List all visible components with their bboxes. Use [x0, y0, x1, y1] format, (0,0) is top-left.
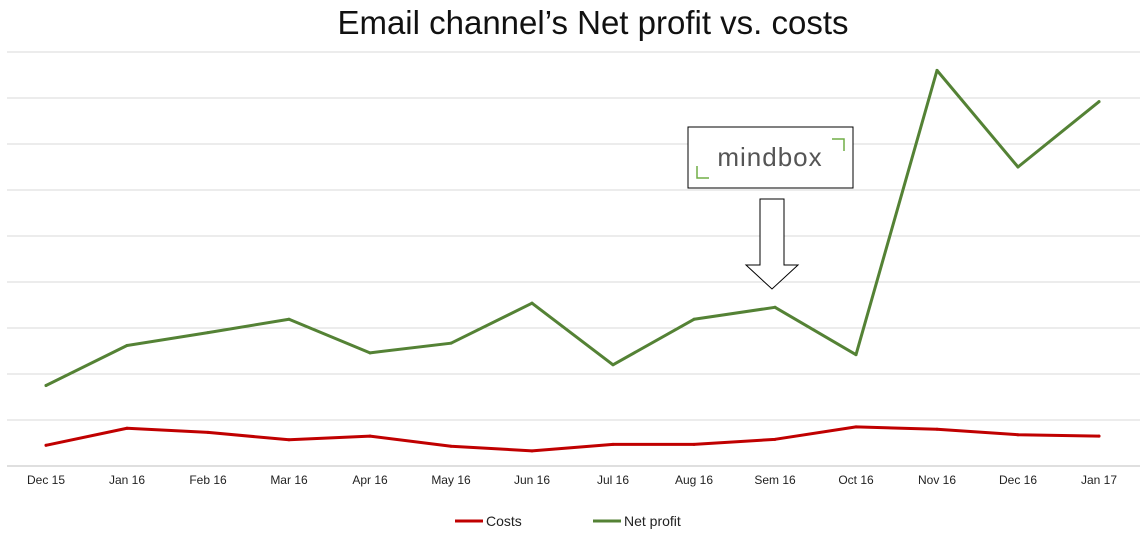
logo-text: mindbox	[717, 142, 822, 172]
chart-title: Email channel’s Net profit vs. costs	[337, 4, 848, 41]
data-point-costs	[530, 449, 534, 453]
x-tick-label: Jan 17	[1081, 473, 1117, 487]
data-point-costs	[449, 444, 453, 448]
x-tick-label: Oct 16	[838, 473, 874, 487]
logo-box	[687, 126, 854, 189]
x-tick-label: Jan 16	[109, 473, 145, 487]
x-tick-label: Aug 16	[675, 473, 713, 487]
series-line-net-profit	[44, 68, 1101, 387]
data-point-costs	[935, 427, 939, 431]
data-point-net-profit	[287, 317, 291, 321]
data-point-net-profit	[854, 353, 858, 357]
data-point-net-profit	[611, 363, 615, 367]
data-point-net-profit	[692, 317, 696, 321]
x-tick-label: Sem 16	[754, 473, 796, 487]
data-point-costs	[854, 425, 858, 429]
x-tick-label: Mar 16	[270, 473, 308, 487]
legend-label-net-profit: Net profit	[624, 513, 681, 529]
data-point-costs	[611, 442, 615, 446]
series-line-costs	[44, 425, 1101, 453]
data-point-net-profit	[935, 68, 939, 72]
data-point-costs	[773, 437, 777, 441]
x-tick-label: Dec 16	[999, 473, 1037, 487]
x-tick-label: Dec 15	[27, 473, 65, 487]
data-point-net-profit	[449, 341, 453, 345]
legend: Costs Net profit	[455, 513, 681, 529]
x-tick-label: Nov 16	[918, 473, 956, 487]
x-tick-label: Jul 16	[597, 473, 629, 487]
data-point-net-profit	[773, 305, 777, 309]
data-point-costs	[1097, 434, 1101, 438]
data-point-costs	[206, 430, 210, 434]
data-point-costs	[44, 443, 48, 447]
x-tick-label: Apr 16	[352, 473, 388, 487]
data-point-net-profit	[206, 331, 210, 335]
data-point-net-profit	[125, 343, 129, 347]
data-point-costs	[368, 434, 372, 438]
data-point-net-profit	[1097, 100, 1101, 104]
x-tick-label: May 16	[431, 473, 471, 487]
x-tick-label: Feb 16	[189, 473, 227, 487]
data-point-net-profit	[1016, 165, 1020, 169]
logo-corner-accent	[832, 138, 845, 151]
data-point-net-profit	[44, 384, 48, 387]
data-point-net-profit	[530, 301, 534, 305]
gridlines	[7, 51, 1140, 467]
data-point-costs	[1016, 433, 1020, 437]
data-point-costs	[125, 426, 129, 430]
x-tick-label: Jun 16	[514, 473, 550, 487]
legend-label-costs: Costs	[486, 513, 522, 529]
series-lines	[44, 68, 1101, 453]
x-axis-ticks: Dec 15 Jan 16 Feb 16 Mar 16 Apr 16 May 16 Jun …	[27, 473, 1117, 487]
data-point-costs	[692, 442, 696, 446]
data-point-costs	[287, 438, 291, 442]
data-point-net-profit	[368, 351, 372, 355]
down-arrow-icon	[744, 198, 800, 290]
logo-corner-accent	[696, 166, 709, 179]
mindbox-logo-annotation: mindbox	[687, 126, 854, 189]
